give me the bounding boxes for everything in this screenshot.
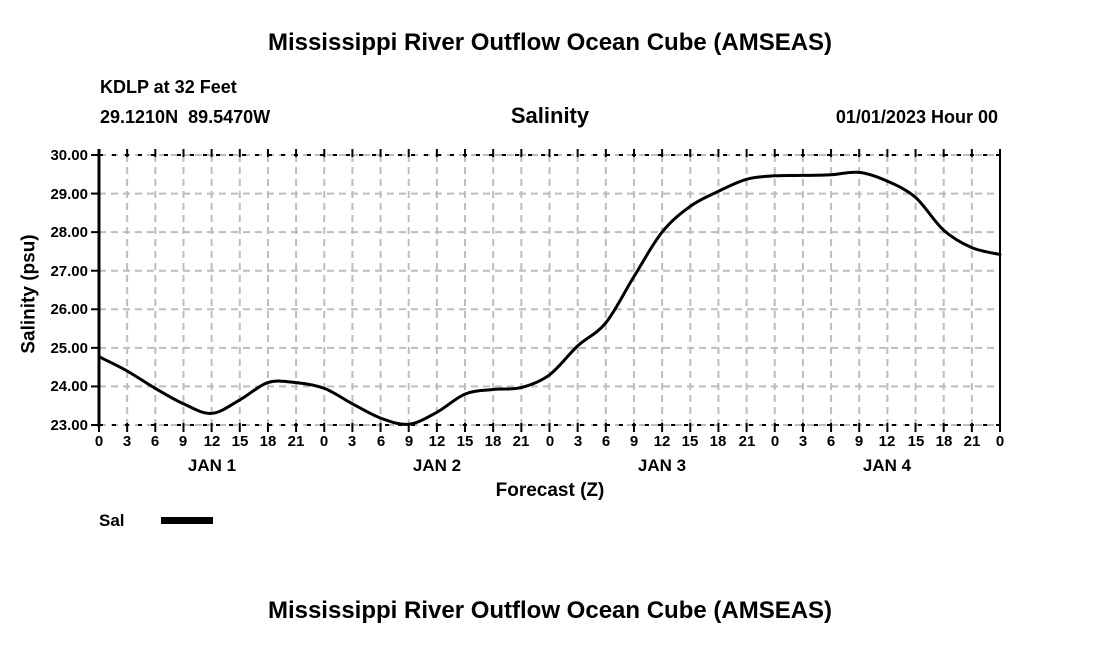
x-tick-label: 0 bbox=[995, 433, 1005, 450]
x-tick-label: 18 bbox=[935, 433, 953, 450]
x-tick-label: 12 bbox=[878, 433, 896, 450]
y-tick-label: 26.00 bbox=[50, 301, 88, 318]
x-tick-label: 18 bbox=[484, 433, 502, 450]
x-tick-label: 21 bbox=[738, 433, 756, 450]
x-tick-label: 0 bbox=[545, 433, 555, 450]
x-tick-label: 15 bbox=[681, 433, 699, 450]
x-tick-label: 18 bbox=[259, 433, 277, 450]
y-tick-label: 25.00 bbox=[50, 340, 88, 357]
bottom-title: Mississippi River Outflow Ocean Cube (AM… bbox=[267, 597, 833, 624]
x-tick-label: 21 bbox=[512, 433, 530, 450]
x-tick-label: 15 bbox=[907, 433, 925, 450]
x-tick-label: 9 bbox=[404, 433, 414, 450]
x-tick-label: 9 bbox=[629, 433, 639, 450]
legend-line-swatch bbox=[161, 517, 213, 524]
x-tick-label: 3 bbox=[573, 433, 583, 450]
x-tick-label: 9 bbox=[854, 433, 864, 450]
x-tick-label: 6 bbox=[376, 433, 386, 450]
y-tick-label: 29.00 bbox=[50, 186, 88, 203]
x-tick-label: 15 bbox=[456, 433, 474, 450]
legend-series-label: Sal bbox=[99, 511, 125, 530]
day-label: JAN 4 bbox=[862, 456, 912, 475]
x-axis-title: Forecast (Z) bbox=[495, 480, 605, 501]
x-tick-label: 12 bbox=[428, 433, 446, 450]
x-tick-label: 12 bbox=[653, 433, 671, 450]
y-tick-label: 28.00 bbox=[50, 224, 88, 241]
x-tick-label: 3 bbox=[122, 433, 132, 450]
x-tick-label: 0 bbox=[319, 433, 329, 450]
x-tick-label: 6 bbox=[150, 433, 160, 450]
station-coordinates: 29.1210N 89.5470W bbox=[100, 107, 271, 127]
x-tick-label: 15 bbox=[231, 433, 249, 450]
x-tick-label: 6 bbox=[826, 433, 836, 450]
x-tick-label: 3 bbox=[798, 433, 808, 450]
x-tick-label: 3 bbox=[347, 433, 357, 450]
y-tick-label: 30.00 bbox=[50, 147, 88, 164]
x-tick-label: 21 bbox=[963, 433, 981, 450]
x-tick-label: 12 bbox=[203, 433, 221, 450]
salinity-series-line bbox=[97, 170, 1002, 426]
x-tick-label: 6 bbox=[601, 433, 611, 450]
x-tick-label: 0 bbox=[770, 433, 780, 450]
top-title: Mississippi River Outflow Ocean Cube (AM… bbox=[267, 29, 833, 56]
station-label: KDLP at 32 Feet bbox=[100, 77, 237, 97]
day-label: JAN 2 bbox=[412, 456, 462, 475]
x-tick-label: 18 bbox=[709, 433, 727, 450]
forecast-run-datetime: 01/01/2023 Hour 00 bbox=[835, 107, 998, 127]
day-label: JAN 3 bbox=[637, 456, 687, 475]
x-tick-label: 0 bbox=[94, 433, 104, 450]
variable-title: Salinity bbox=[510, 103, 590, 128]
x-tick-label: 9 bbox=[178, 433, 188, 450]
x-tick-label: 21 bbox=[287, 433, 305, 450]
day-label: JAN 1 bbox=[187, 456, 237, 475]
y-tick-label: 27.00 bbox=[50, 263, 88, 280]
y-tick-label: 24.00 bbox=[50, 378, 88, 395]
y-tick-label: 23.00 bbox=[50, 417, 88, 434]
